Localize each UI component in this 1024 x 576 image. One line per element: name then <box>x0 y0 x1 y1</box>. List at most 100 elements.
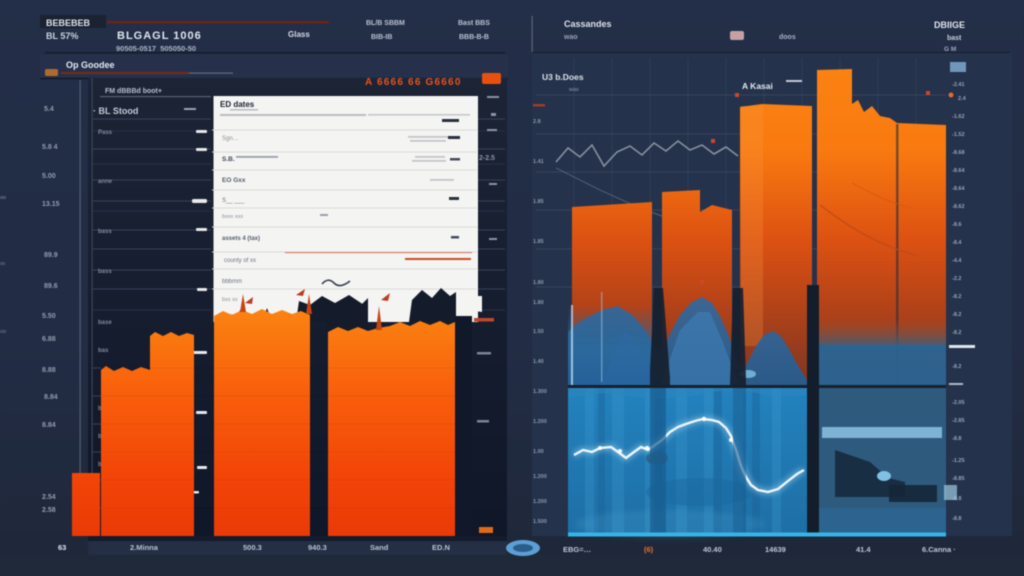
svg-text:1.41: 1.41 <box>533 159 544 165</box>
svg-text:bass: bass <box>98 229 112 235</box>
svg-text:U3 b.Does: U3 b.Does <box>542 72 584 82</box>
svg-text:63: 63 <box>58 543 66 552</box>
svg-text:-2.2: -2.2 <box>952 276 961 282</box>
svg-text:-8.2: -8.2 <box>952 294 961 300</box>
svg-text:-8.85: -8.85 <box>952 476 965 482</box>
svg-text:6.Canna ·: 6.Canna · <box>922 545 956 554</box>
svg-text:(6): (6) <box>644 545 654 554</box>
svg-text:1.85: 1.85 <box>533 239 544 245</box>
svg-text:bxxx xxx: bxxx xxx <box>222 214 243 220</box>
svg-text:2.Minna: 2.Minna <box>130 543 159 552</box>
svg-text:5.00: 5.00 <box>42 173 56 180</box>
svg-text:bass: bass <box>98 269 112 275</box>
svg-text:5.8 4: 5.8 4 <box>42 144 58 151</box>
svg-text:1.80: 1.80 <box>533 280 544 286</box>
svg-text:ED dates: ED dates <box>220 100 255 109</box>
svg-text:90505-0517 505050-50: 90505-0517 505050-50 <box>116 44 196 53</box>
svg-text:-8.2: -8.2 <box>952 364 961 370</box>
svg-text:wao: wao <box>563 34 578 41</box>
svg-text:Cassandes: Cassandes <box>564 19 612 29</box>
svg-text:A Kasai: A Kasai <box>742 81 773 91</box>
svg-text:BL 57%: BL 57% <box>46 31 78 41</box>
svg-text:1.200: 1.200 <box>533 499 547 505</box>
svg-text:Glass: Glass <box>288 30 310 39</box>
svg-text:940.3: 940.3 <box>308 543 327 552</box>
svg-text:5.50: 5.50 <box>42 313 56 320</box>
svg-text:8.84: 8.84 <box>42 422 56 429</box>
svg-text:S__ ___: S__ ___ <box>222 198 245 204</box>
svg-text:89.9: 89.9 <box>44 252 58 259</box>
svg-text:EBG=…: EBG=… <box>563 545 591 554</box>
svg-text:500.3: 500.3 <box>243 543 262 552</box>
svg-text:1.85: 1.85 <box>533 199 544 205</box>
svg-text:BLGAGL 1006: BLGAGL 1006 <box>117 30 202 42</box>
svg-text:-4.4: -4.4 <box>952 258 962 264</box>
svg-text:89.6: 89.6 <box>44 283 58 290</box>
svg-text:-8.8: -8.8 <box>952 516 961 522</box>
svg-text:-1.52: -1.52 <box>952 132 965 138</box>
svg-text:BIB-IB: BIB-IB <box>371 34 392 41</box>
svg-text:bast: bast <box>947 35 962 42</box>
svg-text:assets 4 (tax): assets 4 (tax) <box>222 236 260 242</box>
svg-text:6.88: 6.88 <box>42 336 56 343</box>
svg-text:13.15: 13.15 <box>42 201 60 208</box>
svg-text:-8.2: -8.2 <box>952 330 961 336</box>
svg-text:2.54: 2.54 <box>42 494 56 501</box>
svg-text:ED.N: ED.N <box>432 543 450 552</box>
svg-text:-8.2: -8.2 <box>952 312 961 318</box>
svg-text:1.00: 1.00 <box>533 449 544 455</box>
svg-text:Pass: Pass <box>98 130 113 136</box>
svg-text:1.200: 1.200 <box>533 474 547 480</box>
svg-text:S.B.: S.B. <box>222 156 235 163</box>
svg-text:2.4: 2.4 <box>958 96 967 102</box>
svg-text:5.4: 5.4 <box>44 106 54 113</box>
svg-text:40.40: 40.40 <box>703 545 722 554</box>
svg-text:2-2.5: 2-2.5 <box>479 155 495 162</box>
svg-text:8.84: 8.84 <box>44 394 58 401</box>
svg-text:-2.85: -2.85 <box>952 418 965 424</box>
svg-text:FM dBBBd boot+: FM dBBBd boot+ <box>105 88 162 95</box>
svg-text:-8.68: -8.68 <box>952 150 965 156</box>
svg-text:2.58: 2.58 <box>42 507 56 514</box>
svg-text:county of xx: county of xx <box>224 258 256 264</box>
svg-text:bas: bas <box>98 348 109 354</box>
svg-text:-2.05: -2.05 <box>952 400 965 406</box>
svg-text:bbbmm: bbbmm <box>222 279 242 285</box>
svg-text:2.8: 2.8 <box>533 119 541 125</box>
svg-text:BBB-B-B: BBB-B-B <box>459 34 489 41</box>
svg-text:BL/B SBBM: BL/B SBBM <box>366 20 405 27</box>
svg-text:1.300: 1.300 <box>533 389 547 395</box>
svg-text:EO Gxx: EO Gxx <box>222 177 246 184</box>
svg-text:1.40: 1.40 <box>533 359 544 365</box>
svg-text:Op Goodee: Op Goodee <box>66 60 115 70</box>
svg-text:Sgn…: Sgn… <box>222 136 239 142</box>
svg-text:-1.25: -1.25 <box>952 458 965 464</box>
svg-text:doos: doos <box>779 34 796 41</box>
svg-text:-8.64: -8.64 <box>952 186 965 192</box>
svg-text:wax: wax <box>568 87 579 93</box>
svg-text:-8.4: -8.4 <box>952 240 962 246</box>
svg-text:A 6666 66 G6660: A 6666 66 G6660 <box>365 77 462 88</box>
svg-text:anne: anne <box>98 179 113 185</box>
svg-text:-8.8: -8.8 <box>952 436 961 442</box>
svg-text:bxx xx: bxx xx <box>222 297 238 303</box>
svg-text:14639: 14639 <box>765 545 786 554</box>
svg-text:41.4: 41.4 <box>856 545 871 554</box>
svg-text:8.88: 8.88 <box>42 367 56 374</box>
svg-text:1.50: 1.50 <box>533 329 544 335</box>
svg-text:G M: G M <box>944 46 956 53</box>
svg-text:-8.62: -8.62 <box>952 204 965 210</box>
svg-text:1.500: 1.500 <box>533 519 547 525</box>
svg-text:base: base <box>98 320 112 326</box>
svg-text:· BL Stood: · BL Stood <box>93 106 138 116</box>
svg-text:-8.6: -8.6 <box>952 222 961 228</box>
svg-text:-8.64: -8.64 <box>952 168 965 174</box>
svg-text:Bast BBS: Bast BBS <box>458 20 490 27</box>
svg-text:1.80: 1.80 <box>533 300 544 306</box>
svg-text:-2.41: -2.41 <box>952 82 965 88</box>
svg-text:BEBEBEB: BEBEBEB <box>46 18 91 28</box>
svg-text:1.200: 1.200 <box>533 419 547 425</box>
svg-text:Sand: Sand <box>370 543 389 552</box>
svg-text:-1.62: -1.62 <box>952 114 965 120</box>
svg-text:DBIIGE: DBIIGE <box>934 20 965 30</box>
